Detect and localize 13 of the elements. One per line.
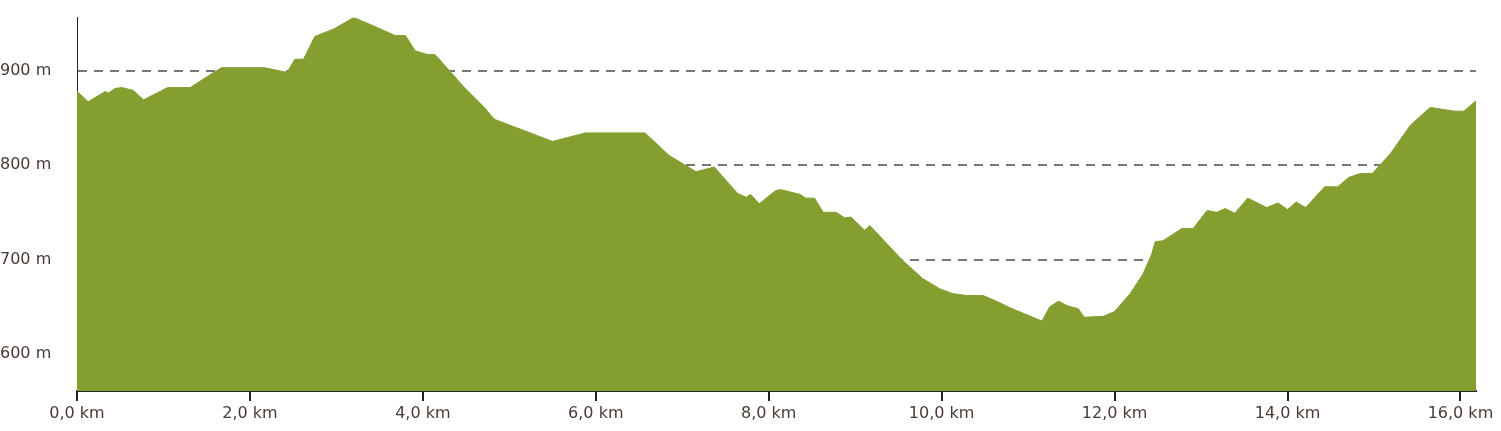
x-tick-label: 2,0 km [222,402,278,422]
y-tick-label: 600 m [0,343,52,363]
x-tick-label: 0,0 km [49,402,105,422]
y-tick-label: 800 m [0,154,52,174]
x-tick-label: 12,0 km [1081,402,1148,422]
x-tick-label: 6,0 km [568,402,624,422]
y-tick-label: 700 m [0,248,52,268]
y-tick-label: 900 m [0,59,52,79]
x-tick-label: 16,0 km [1427,402,1494,422]
x-tick-label: 10,0 km [908,402,975,422]
x-tick-label: 14,0 km [1254,402,1321,422]
x-tick-label: 8,0 km [741,402,797,422]
x-tick-label: 4,0 km [395,402,451,422]
